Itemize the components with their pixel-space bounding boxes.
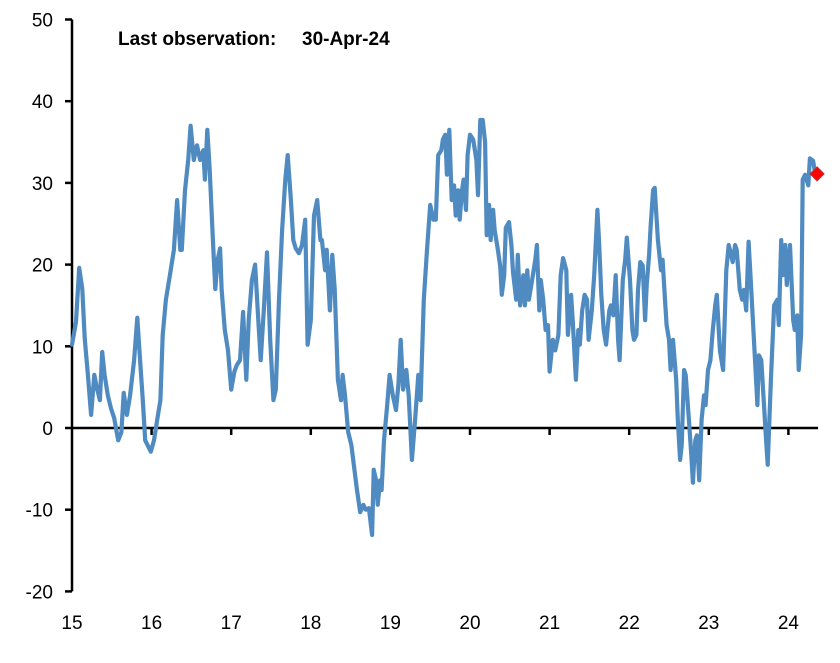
x-tick-label: 18 — [300, 613, 321, 634]
x-tick-label: 17 — [221, 613, 242, 634]
series-line — [69, 117, 820, 538]
y-tick-label: 10 — [32, 337, 53, 358]
x-tick-label: 24 — [778, 613, 800, 634]
annotation-value: 30-Apr-24 — [302, 29, 390, 50]
x-axis: 15 16 17 18 19 20 21 22 23 24 — [61, 426, 819, 634]
x-tick-label: 21 — [539, 613, 560, 634]
y-tick-label: 0 — [42, 419, 53, 440]
x-tick-label: 23 — [698, 613, 719, 634]
x-tick-label: 15 — [61, 613, 82, 634]
y-tick-label: 30 — [32, 174, 53, 195]
annotation-label: Last observation: — [118, 29, 276, 50]
last-observation-marker — [809, 166, 825, 182]
x-tick-label: 20 — [459, 613, 480, 634]
x-tick-label: 16 — [141, 613, 162, 634]
y-tick-label: 40 — [32, 92, 53, 113]
y-tick-label: -10 — [26, 501, 53, 522]
y-tick-label: -20 — [26, 582, 53, 603]
y-tick-label: 20 — [32, 256, 53, 277]
y-axis: -20 -10 0 10 20 30 40 50 — [26, 11, 74, 603]
x-tick-label: 19 — [380, 613, 401, 634]
y-tick-label: 50 — [32, 11, 53, 32]
x-tick-label: 22 — [619, 613, 640, 634]
